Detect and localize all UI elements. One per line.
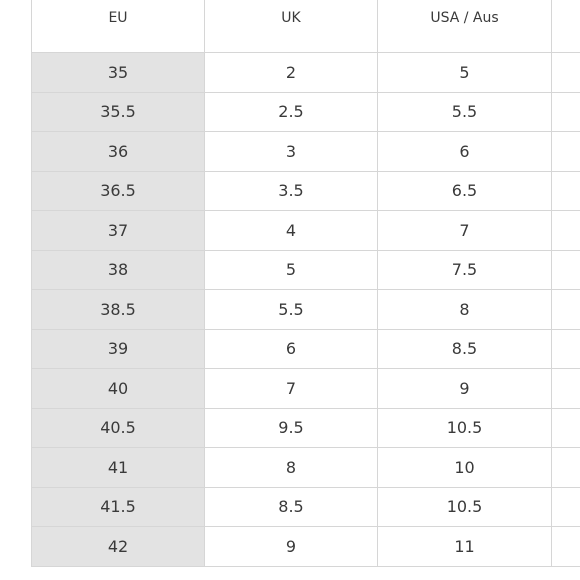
cell-eu: 36 [31, 131, 205, 172]
table-row: 35.5 2.5 5.5 [31, 91, 580, 132]
cell-eu: 35 [31, 52, 205, 93]
cell-extra [551, 328, 580, 369]
cell-uk: 3.5 [204, 170, 378, 211]
cell-usa-aus: 10.5 [377, 486, 552, 527]
cell-uk: 9 [204, 526, 378, 567]
header-eu: EU [31, 0, 205, 53]
cell-eu: 40.5 [31, 407, 205, 448]
cell-eu: 39 [31, 328, 205, 369]
cell-usa-aus: 6 [377, 131, 552, 172]
cell-extra [551, 526, 580, 567]
cell-uk: 2.5 [204, 91, 378, 132]
cell-extra [551, 486, 580, 527]
cell-eu: 38 [31, 249, 205, 290]
cell-eu: 40 [31, 368, 205, 409]
cell-eu: 35.5 [31, 91, 205, 132]
table-body: 35 2 5 35.5 2.5 5.5 36 3 6 36.5 3.5 6.5 37 4 7 38 5 7.5 38… [31, 52, 580, 567]
cell-extra [551, 170, 580, 211]
cell-usa-aus: 5 [377, 52, 552, 93]
table-row: 40 7 9 [31, 368, 580, 409]
cell-uk: 2 [204, 52, 378, 93]
table-row: 36 3 6 [31, 131, 580, 172]
cell-eu: 42 [31, 526, 205, 567]
cell-eu: 41 [31, 447, 205, 488]
table-row: 41.5 8.5 10.5 [31, 486, 580, 527]
cell-eu: 37 [31, 210, 205, 251]
cell-extra [551, 368, 580, 409]
cell-uk: 3 [204, 131, 378, 172]
header-uk: UK [204, 0, 378, 53]
table-row: 35 2 5 [31, 52, 580, 93]
cell-uk: 4 [204, 210, 378, 251]
size-chart-container: EU UK USA / Aus 35 2 5 35.5 2.5 5.5 36 3 6 36.5 3.… [31, 0, 580, 567]
cell-usa-aus: 10 [377, 447, 552, 488]
cell-uk: 9.5 [204, 407, 378, 448]
cell-usa-aus: 9 [377, 368, 552, 409]
cell-extra [551, 131, 580, 172]
cell-usa-aus: 7.5 [377, 249, 552, 290]
cell-uk: 8 [204, 447, 378, 488]
table-row: 36.5 3.5 6.5 [31, 170, 580, 211]
cell-extra [551, 407, 580, 448]
header-usa-aus: USA / Aus [377, 0, 552, 53]
cell-usa-aus: 5.5 [377, 91, 552, 132]
table-row: 37 4 7 [31, 210, 580, 251]
cell-usa-aus: 8.5 [377, 328, 552, 369]
shoe-size-conversion-table: EU UK USA / Aus 35 2 5 35.5 2.5 5.5 36 3 6 36.5 3.… [31, 0, 580, 567]
cell-uk: 6 [204, 328, 378, 369]
table-row: 38 5 7.5 [31, 249, 580, 290]
cell-extra [551, 289, 580, 330]
cell-extra [551, 52, 580, 93]
cell-uk: 8.5 [204, 486, 378, 527]
cell-uk: 5.5 [204, 289, 378, 330]
cell-extra [551, 249, 580, 290]
cell-usa-aus: 10.5 [377, 407, 552, 448]
cell-eu: 36.5 [31, 170, 205, 211]
cell-eu: 38.5 [31, 289, 205, 330]
header-row: EU UK USA / Aus [31, 0, 580, 53]
cell-usa-aus: 8 [377, 289, 552, 330]
header-extra [551, 0, 580, 53]
table-row: 40.5 9.5 10.5 [31, 407, 580, 448]
cell-eu: 41.5 [31, 486, 205, 527]
cell-usa-aus: 6.5 [377, 170, 552, 211]
cell-uk: 5 [204, 249, 378, 290]
cell-usa-aus: 7 [377, 210, 552, 251]
table-row: 38.5 5.5 8 [31, 289, 580, 330]
table-row: 41 8 10 [31, 447, 580, 488]
table-row: 39 6 8.5 [31, 328, 580, 369]
cell-usa-aus: 11 [377, 526, 552, 567]
table-header: EU UK USA / Aus [31, 0, 580, 53]
table-row: 42 9 11 [31, 526, 580, 567]
cell-extra [551, 210, 580, 251]
cell-extra [551, 447, 580, 488]
cell-uk: 7 [204, 368, 378, 409]
cell-extra [551, 91, 580, 132]
